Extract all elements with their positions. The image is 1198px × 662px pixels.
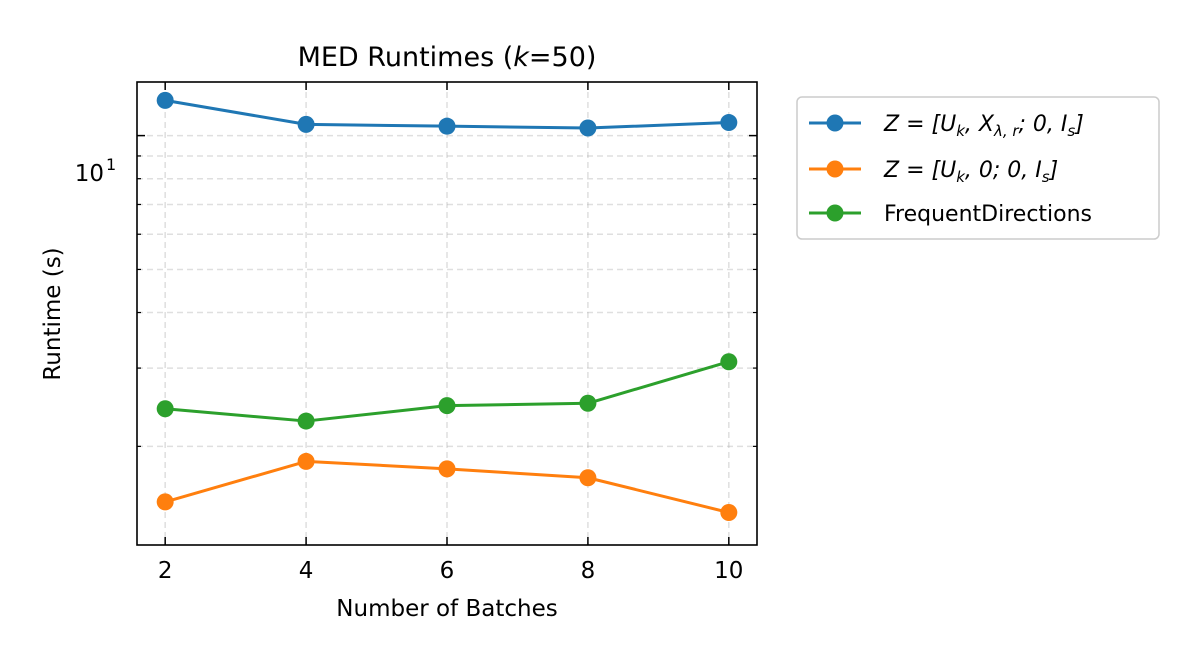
x-tick-label: 8 <box>581 558 596 584</box>
chart-title: MED Runtimes (k=50) <box>298 42 597 73</box>
x-tick-label: 4 <box>299 558 314 584</box>
data-point-series-3 <box>720 353 738 371</box>
data-point-series-3 <box>156 400 174 418</box>
y-tick-label-10: 10 <box>75 161 104 187</box>
data-point-series-2 <box>156 493 174 511</box>
data-point-series-1 <box>297 115 315 133</box>
data-point-series-1 <box>720 114 738 132</box>
data-point-series-1 <box>156 91 174 109</box>
y-tick-label-exponent: 1 <box>106 155 116 174</box>
legend-label-series-3: FrequentDirections <box>884 202 1092 227</box>
x-tick-label: 2 <box>158 558 173 584</box>
legend: Z = [Uk, Xλ, r; 0, Is] Z = [Uk, 0; 0, Is… <box>796 96 1160 240</box>
data-point-series-2 <box>720 503 738 521</box>
legend-marker-series-2 <box>826 160 844 178</box>
data-point-series-2 <box>579 469 597 487</box>
series-layer <box>156 91 738 521</box>
legend-marker-series-3 <box>826 204 844 222</box>
x-tick-label: 10 <box>714 558 743 584</box>
data-point-series-1 <box>579 119 597 137</box>
legend-label-series-1: Z = [Uk, Xλ, r; 0, Is] <box>883 112 1084 140</box>
y-axis-ticks <box>137 134 757 447</box>
legend-label-series-2: Z = [Uk, 0; 0, Is] <box>883 158 1058 186</box>
data-point-series-2 <box>438 460 456 478</box>
x-axis-ticks: 2 4 6 8 10 <box>158 82 743 584</box>
data-point-series-3 <box>579 394 597 412</box>
data-point-series-3 <box>297 412 315 430</box>
data-point-series-2 <box>297 452 315 470</box>
legend-box <box>796 96 1160 240</box>
legend-marker-series-1 <box>826 114 844 132</box>
x-tick-label: 6 <box>440 558 455 584</box>
y-axis-label: Runtime (s) <box>40 247 66 380</box>
x-axis-label: Number of Batches <box>336 596 557 622</box>
data-point-series-1 <box>438 117 456 135</box>
data-point-series-3 <box>438 397 456 415</box>
